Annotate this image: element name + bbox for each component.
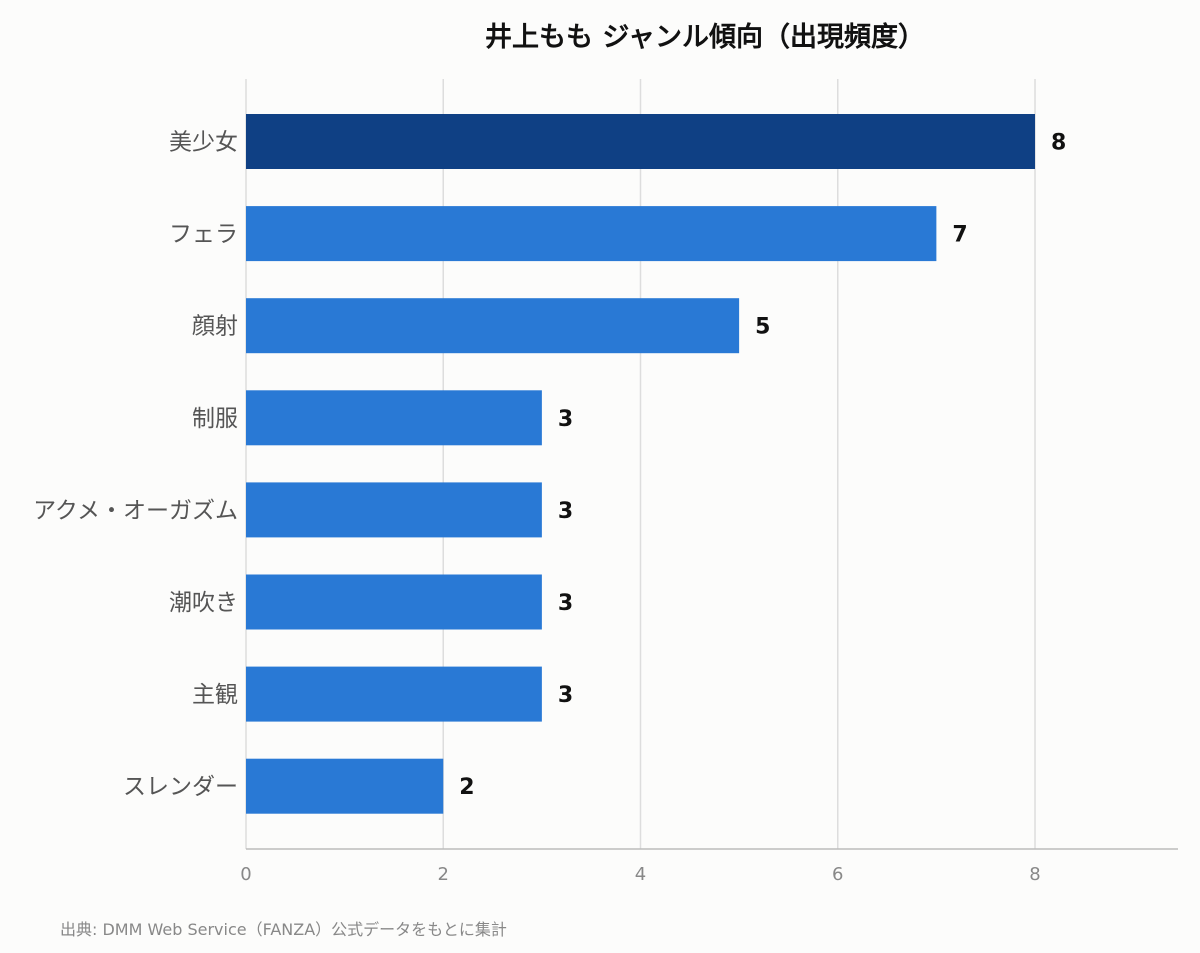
category-label: 主観 bbox=[192, 682, 238, 708]
category-label: スレンダー bbox=[123, 774, 238, 800]
data-label: 5 bbox=[755, 315, 770, 340]
x-tick-label: 8 bbox=[1029, 864, 1040, 885]
grid-lines bbox=[245, 79, 1036, 849]
x-tick-label: 0 bbox=[240, 864, 251, 885]
bar bbox=[246, 666, 542, 722]
category-label: 制服 bbox=[192, 406, 238, 432]
value-labels: 8 7 5 3 3 3 3 2 bbox=[459, 131, 1066, 801]
bar bbox=[246, 206, 937, 262]
source-note: 出典: DMM Web Service（FANZA）公式データをもとに集計 bbox=[60, 920, 507, 939]
x-tick-label: 6 bbox=[832, 864, 843, 885]
category-label: フェラ bbox=[169, 222, 238, 248]
data-label: 3 bbox=[558, 683, 573, 708]
category-label: アクメ・オーガズム bbox=[33, 498, 238, 524]
bars bbox=[246, 114, 1035, 814]
data-label: 3 bbox=[558, 407, 573, 432]
bar bbox=[246, 390, 542, 446]
bar bbox=[246, 298, 740, 354]
chart-title: 井上もも ジャンル傾向（出現頻度） bbox=[485, 21, 925, 53]
x-tick-label: 4 bbox=[635, 864, 646, 885]
data-label: 3 bbox=[558, 591, 573, 616]
bar bbox=[246, 114, 1035, 169]
category-label: 顔射 bbox=[192, 314, 238, 340]
x-tick-labels: 0 2 4 6 8 bbox=[240, 864, 1040, 885]
data-label: 8 bbox=[1051, 131, 1066, 156]
data-label: 3 bbox=[558, 499, 573, 524]
category-label: 潮吹き bbox=[169, 590, 238, 616]
category-label: 美少女 bbox=[169, 130, 238, 156]
bar bbox=[246, 482, 542, 538]
x-tick-label: 2 bbox=[438, 864, 449, 885]
bar bbox=[246, 574, 542, 630]
data-label: 2 bbox=[459, 775, 474, 800]
bar bbox=[246, 758, 444, 814]
data-label: 7 bbox=[952, 223, 967, 248]
